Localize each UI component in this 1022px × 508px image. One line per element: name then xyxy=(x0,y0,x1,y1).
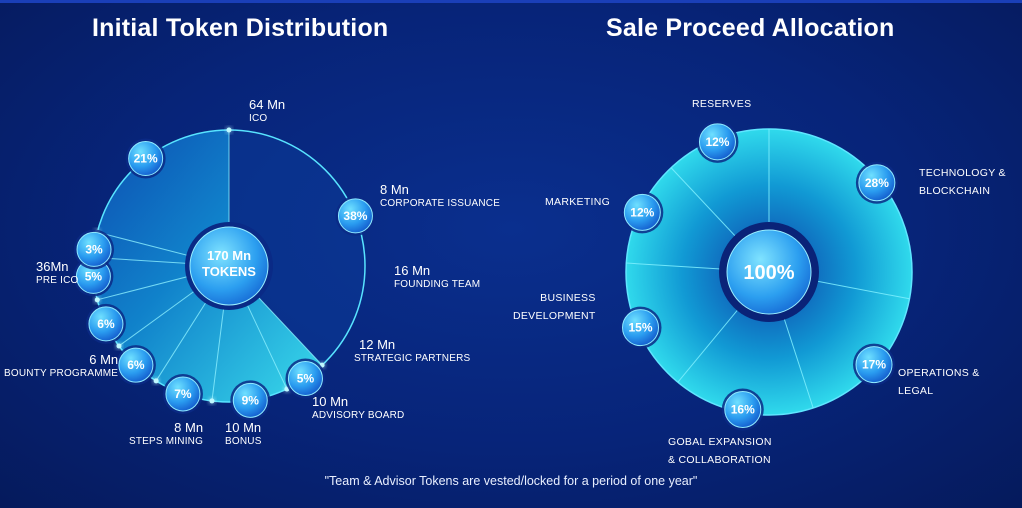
top-accent-line xyxy=(0,0,1022,3)
center-amount: 170 Mn xyxy=(207,248,251,263)
label-bonus: 10 Mn BONUS xyxy=(225,420,262,447)
bubble-operations-and-legal: 17% xyxy=(853,343,896,386)
bubble-strategic-partners: 7% xyxy=(162,373,203,414)
center-percent-text: 100% xyxy=(743,262,794,284)
bubble-gobal-expansion-and-collaboration: 16% xyxy=(721,388,764,431)
bubble-technology-and-blockchain: 28% xyxy=(855,161,898,204)
svg-text:5%: 5% xyxy=(85,269,103,283)
svg-text:21%: 21% xyxy=(134,152,158,166)
svg-text:12%: 12% xyxy=(705,135,729,149)
center-unit: TOKENS xyxy=(202,264,256,279)
label-marketing: MARKETING xyxy=(545,196,611,208)
ring-dot-bonus xyxy=(116,343,122,349)
label-corporate-issuance: 8 Mn CORPORATE ISSUANCE xyxy=(380,182,501,209)
label-operations-legal: OPERATIONS & LEGAL xyxy=(898,367,980,397)
bubble-pre-ico: 21% xyxy=(125,138,166,179)
svg-text:6%: 6% xyxy=(97,317,115,331)
bubble-bounty-programme: 3% xyxy=(74,229,115,270)
label-pre-ico: 36Mn PRE ICO xyxy=(36,259,79,286)
label-advisory-board: 10 Mn ADVISORY BOARD xyxy=(312,394,405,421)
label-strategic-partners: 12 Mn STRATEGIC PARTNERS xyxy=(354,337,471,364)
bubble-advisory-board: 6% xyxy=(115,345,156,386)
slice-ico xyxy=(229,130,366,366)
svg-text:15%: 15% xyxy=(628,321,652,335)
label-bounty-programme: 6 Mn BOUNTY PROGRAMME xyxy=(4,352,119,379)
bubble-reserves: 12% xyxy=(696,120,739,163)
label-founding-team: 16 Mn FOUNDING TEAM xyxy=(394,263,481,290)
sale-allocation-chart: 28% 17% 16% 15% 12% 12% 100% xyxy=(619,120,913,431)
bubble-business-development: 15% xyxy=(619,306,662,349)
ring-dot-ico xyxy=(226,127,232,133)
svg-text:38%: 38% xyxy=(343,209,367,223)
label-global-expansion: GOBAL EXPANSION & COLLABORATION xyxy=(668,436,772,466)
bubble-corporate-issuance: 5% xyxy=(285,358,326,399)
svg-text:7%: 7% xyxy=(174,387,192,401)
ring-dot-steps-mining xyxy=(94,297,100,303)
label-steps-mining: 8 Mn STEPS MINING xyxy=(129,420,204,447)
ring-dot-strategic-partners xyxy=(209,398,215,404)
svg-text:5%: 5% xyxy=(297,371,315,385)
bubble-ico: 38% xyxy=(335,195,376,236)
svg-text:17%: 17% xyxy=(862,358,886,372)
label-ico: 64 Mn ICO xyxy=(249,97,286,124)
svg-text:9%: 9% xyxy=(242,393,260,407)
svg-text:6%: 6% xyxy=(127,358,145,372)
vesting-footnote: "Team & Advisor Tokens are vested/locked… xyxy=(324,474,698,488)
label-reserves: RESERVES xyxy=(692,98,752,110)
svg-text:28%: 28% xyxy=(865,176,889,190)
ring-dot-advisory-board xyxy=(153,378,159,384)
bubble-marketing: 12% xyxy=(621,191,664,234)
svg-text:3%: 3% xyxy=(85,242,103,256)
label-business-development: BUSINESS DEVELOPMENT xyxy=(513,292,596,322)
label-technology-blockchain: TECHNOLOGY & BLOCKCHAIN xyxy=(919,167,1006,197)
bubble-bonus: 6% xyxy=(85,303,126,344)
sale-allocation-title: Sale Proceed Allocation xyxy=(606,14,895,42)
bubble-founding-team: 9% xyxy=(230,380,271,421)
svg-text:12%: 12% xyxy=(630,205,654,219)
svg-text:16%: 16% xyxy=(731,403,755,417)
token-distribution-title: Initial Token Distribution xyxy=(92,14,389,42)
center-percent: 100% xyxy=(719,222,819,322)
